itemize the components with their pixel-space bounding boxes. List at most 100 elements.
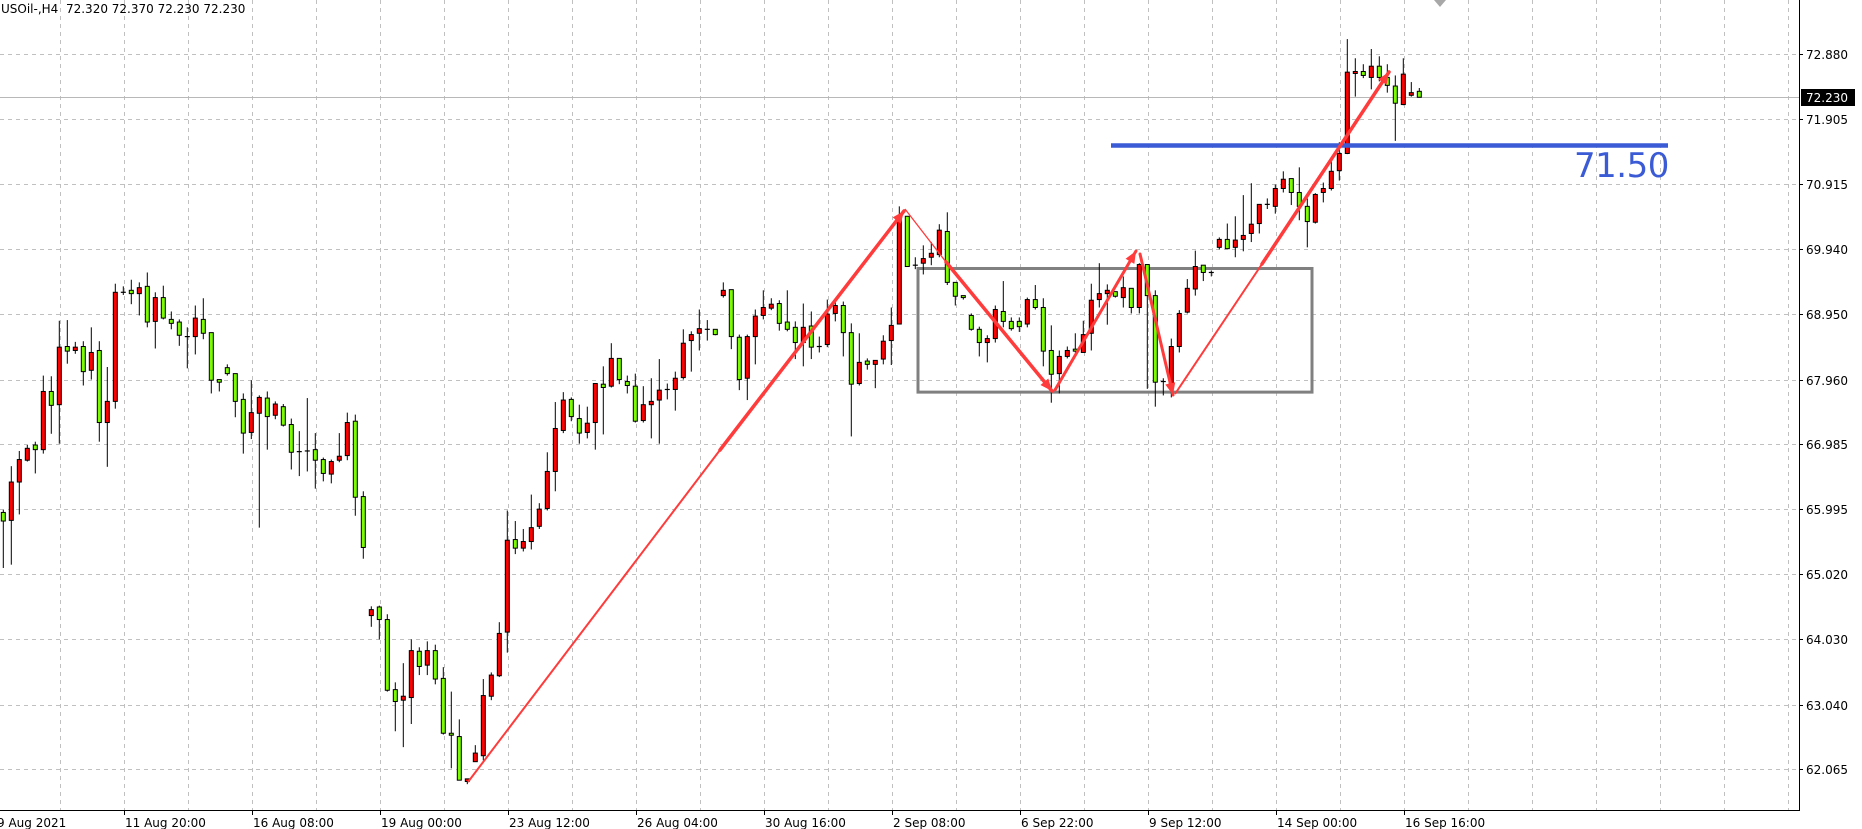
- candle: [1016, 317, 1022, 332]
- candle: [480, 679, 486, 761]
- candle-body: [80, 346, 86, 373]
- candle: [336, 433, 342, 463]
- candle-body: [1088, 299, 1094, 334]
- candle: [752, 309, 758, 365]
- candle: [1200, 264, 1206, 282]
- candle: [1192, 250, 1198, 296]
- candle-body: [1312, 193, 1318, 223]
- candle: [448, 691, 454, 769]
- candle: [64, 320, 70, 364]
- candle-body: [360, 496, 366, 548]
- candle: [1272, 184, 1278, 214]
- candle: [680, 329, 686, 380]
- grid-lines: [0, 0, 1799, 810]
- arrow-shaft: [944, 260, 1054, 393]
- candle: [560, 392, 566, 434]
- candle: [176, 319, 182, 346]
- candle-body: [448, 732, 454, 736]
- arrow-head: [1378, 72, 1389, 85]
- candle-body: [880, 340, 886, 360]
- candle: [848, 323, 854, 437]
- candle: [32, 441, 38, 474]
- price-axis-label: 67.960: [1806, 374, 1848, 388]
- candle: [1360, 64, 1366, 79]
- candle: [840, 301, 846, 357]
- candle: [1120, 276, 1126, 308]
- trend-line: [904, 208, 947, 263]
- candle: [688, 331, 694, 372]
- candle: [48, 376, 54, 434]
- candle-body: [768, 303, 774, 309]
- candle-body: [1248, 223, 1254, 234]
- candle: [888, 307, 894, 366]
- candle: [256, 395, 262, 528]
- candle: [1032, 285, 1038, 310]
- candle: [1184, 279, 1190, 314]
- candle: [88, 327, 94, 380]
- candle-body: [112, 291, 118, 402]
- candle: [1096, 263, 1102, 308]
- candle-body: [1240, 234, 1246, 240]
- candle: [192, 305, 198, 355]
- candle-body: [96, 349, 102, 424]
- candle: [376, 605, 382, 640]
- candle-body: [848, 332, 854, 385]
- arrow-head: [1125, 251, 1136, 264]
- candle: [832, 301, 838, 322]
- candle-body: [1016, 320, 1022, 328]
- candle: [1088, 283, 1094, 351]
- time-axis-label: 14 Sep 00:00: [1277, 816, 1357, 829]
- current-price-tag: [1801, 89, 1855, 106]
- candle: [896, 206, 902, 325]
- candle: [824, 299, 830, 348]
- candle: [0, 509, 6, 568]
- candle: [112, 283, 118, 409]
- candle-body: [544, 470, 550, 509]
- candle: [392, 682, 398, 732]
- candle: [408, 639, 414, 724]
- candle: [568, 397, 574, 422]
- candle: [928, 242, 934, 266]
- time-axis-label: 6 Sep 22:00: [1021, 816, 1093, 829]
- candle: [352, 414, 358, 516]
- candle: [368, 606, 374, 627]
- candle-body: [792, 326, 798, 344]
- candle: [344, 412, 350, 461]
- candle-body: [648, 400, 654, 406]
- candle: [720, 282, 726, 298]
- candle: [216, 379, 222, 392]
- candle-body: [1272, 188, 1278, 207]
- candle-body: [224, 367, 230, 375]
- candle-body: [432, 650, 438, 680]
- candle-body: [240, 398, 246, 434]
- candle: [1400, 58, 1406, 106]
- candle-body: [64, 346, 70, 352]
- candle: [280, 404, 286, 427]
- candle: [608, 343, 614, 388]
- candle: [672, 371, 678, 411]
- candle: [904, 215, 910, 268]
- candle-body: [856, 361, 862, 385]
- candle: [744, 334, 750, 401]
- candle: [664, 383, 670, 400]
- annotations[interactable]: [467, 70, 1668, 783]
- candle: [760, 290, 766, 320]
- candle: [136, 282, 142, 316]
- candle: [776, 300, 782, 331]
- arrow-shaft: [1053, 249, 1138, 392]
- price-axis-label: 72.880: [1806, 48, 1848, 62]
- candle: [288, 418, 294, 470]
- candle-body: [1344, 71, 1350, 154]
- candle: [1352, 58, 1358, 97]
- trend-line: [1174, 263, 1263, 395]
- candle: [200, 298, 206, 340]
- candle: [1232, 216, 1238, 258]
- candle-body: [1008, 320, 1014, 330]
- candle-body: [408, 650, 414, 699]
- candle: [304, 398, 310, 472]
- arrow-up-1: [718, 209, 906, 452]
- candle: [632, 373, 638, 423]
- candle-body: [680, 342, 686, 379]
- candle-body: [168, 318, 174, 324]
